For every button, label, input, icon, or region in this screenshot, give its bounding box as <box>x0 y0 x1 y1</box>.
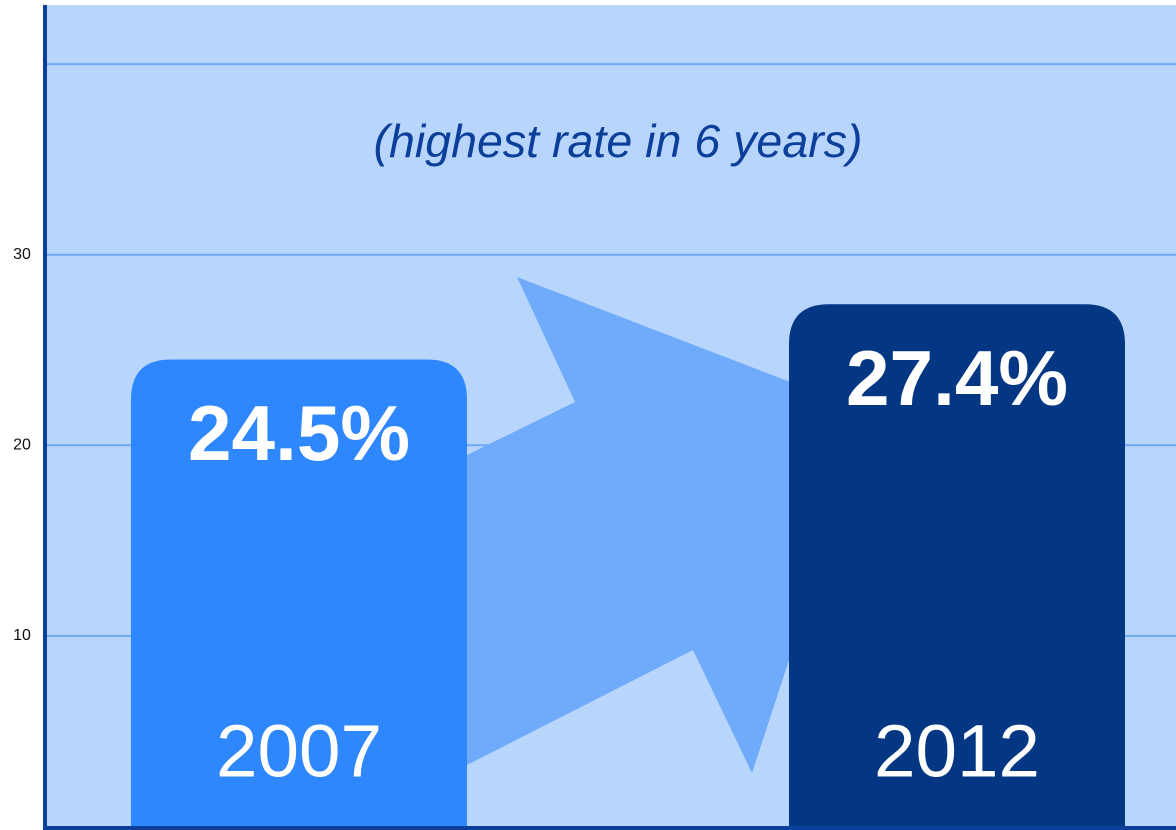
bar <box>131 359 467 827</box>
y-tick-label: 10 <box>13 627 31 644</box>
value-label: 27.4% <box>846 334 1068 422</box>
category-label: 2012 <box>874 710 1040 793</box>
bar <box>789 304 1125 827</box>
category-label: 2007 <box>216 710 382 793</box>
y-tick-label: 20 <box>13 437 31 454</box>
y-tick-label: 30 <box>13 246 31 263</box>
trend-arrow <box>467 277 832 773</box>
annotation: (highest rate in 6 years) <box>374 115 863 167</box>
value-label: 24.5% <box>188 389 410 477</box>
bars: 24.5% 2007 27.4% 2012 <box>131 304 1125 827</box>
